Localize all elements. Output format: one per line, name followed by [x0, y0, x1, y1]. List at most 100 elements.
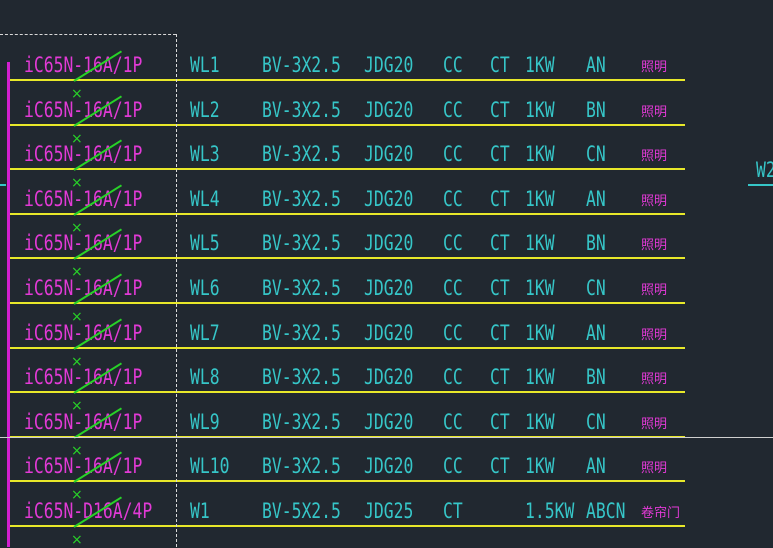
phase-label: CN	[586, 276, 606, 300]
conduit-spec: JDG25	[364, 499, 414, 523]
laying-method-2: CT	[490, 186, 510, 211]
feeder-line	[10, 168, 685, 171]
cable-spec: BV-3X2.5	[262, 97, 341, 122]
laying-method-1: CC	[443, 231, 463, 256]
phase-label: AN	[586, 186, 606, 211]
breaker-trip-x-icon: ×	[71, 175, 83, 192]
circuit-id: WL6	[190, 276, 220, 300]
cable-spec: BV-3X2.5	[262, 454, 341, 479]
laying-method-2: CT	[490, 97, 510, 122]
laying-method-1: CC	[443, 53, 463, 77]
phase-label: AN	[586, 454, 606, 479]
circuit-id: WL5	[190, 231, 220, 256]
cable-spec: BV-3X2.5	[262, 276, 341, 300]
cable-spec: BV-5X2.5	[262, 499, 341, 523]
feeder-line	[10, 123, 685, 126]
phase-label: ABCN	[586, 499, 626, 523]
laying-method-1: CC	[443, 97, 463, 122]
circuit-id: WL8	[190, 365, 220, 390]
power-rating: 1KW	[525, 53, 555, 77]
circuit-id: WL1	[190, 53, 220, 77]
feeder-line	[10, 257, 685, 260]
laying-method-1: CC	[443, 186, 463, 211]
main-bus	[7, 62, 10, 547]
phase-label: CN	[586, 142, 606, 167]
load-label: 照明	[641, 416, 668, 432]
panel-border-top	[0, 34, 176, 35]
cable-spec: BV-3X2.5	[262, 231, 341, 256]
conduit-spec: JDG20	[364, 320, 414, 345]
conduit-spec: JDG20	[364, 53, 414, 77]
power-rating: 1KW	[525, 320, 555, 345]
laying-method-2: CT	[490, 409, 510, 434]
breaker-trip-x-icon: ×	[71, 86, 83, 102]
laying-method-2: CT	[490, 142, 510, 167]
load-label: 照明	[641, 461, 668, 477]
phase-label: CN	[586, 409, 606, 434]
power-rating: 1KW	[525, 365, 555, 390]
laying-method-1: CC	[443, 409, 463, 434]
breaker-trip-x-icon: ×	[71, 442, 83, 459]
circuit-id: W1	[190, 499, 210, 523]
conduit-spec: JDG20	[364, 454, 414, 479]
laying-method-2: CT	[490, 231, 510, 256]
circuit-id: WL10	[190, 454, 230, 479]
feeder-line	[10, 480, 685, 483]
crosshair-left-stub	[0, 184, 6, 186]
conduit-spec: JDG20	[364, 276, 414, 300]
feeder-line	[10, 346, 685, 349]
conduit-spec: JDG20	[364, 186, 414, 211]
feeder-line	[10, 212, 685, 215]
conduit-spec: JDG20	[364, 97, 414, 122]
load-label: 照明	[641, 60, 668, 75]
phase-label: AN	[586, 53, 606, 77]
breaker-trip-x-icon: ×	[71, 353, 83, 370]
conduit-spec: JDG20	[364, 142, 414, 167]
breaker-trip-x-icon: ×	[71, 398, 83, 415]
power-rating: 1KW	[525, 454, 555, 479]
breaker-trip-x-icon: ×	[71, 264, 83, 281]
load-label: 照明	[641, 327, 668, 343]
laying-method-2: CT	[490, 454, 510, 479]
feeder-line	[10, 79, 685, 81]
laying-method-2: CT	[490, 276, 510, 300]
breaker-trip-x-icon: ×	[71, 532, 83, 548]
cable-spec: BV-3X2.5	[262, 365, 341, 390]
load-label: 照明	[641, 104, 668, 120]
conduit-spec: JDG20	[364, 231, 414, 256]
laying-method-1: CT	[443, 499, 463, 523]
laying-method-1: CC	[443, 142, 463, 167]
right-line	[748, 184, 773, 186]
feeder-line	[10, 435, 685, 438]
breaker-trip-x-icon: ×	[71, 219, 83, 236]
laying-method-2: CT	[490, 53, 510, 77]
power-rating: 1KW	[525, 276, 555, 300]
circuit-id: WL4	[190, 186, 220, 211]
cable-spec: BV-3X2.5	[262, 409, 341, 434]
conduit-spec: JDG20	[364, 365, 414, 390]
conduit-spec: JDG20	[364, 409, 414, 434]
phase-label: BN	[586, 97, 606, 122]
crosshair-horizontal	[0, 437, 773, 438]
breaker-trip-x-icon: ×	[71, 130, 83, 147]
load-label: 照明	[641, 149, 668, 165]
cable-spec: BV-3X2.5	[262, 186, 341, 211]
load-label: 照明	[641, 238, 668, 254]
power-rating: 1KW	[525, 186, 555, 211]
circuit-id: WL3	[190, 142, 220, 167]
laying-method-1: CC	[443, 365, 463, 390]
power-rating: 1KW	[525, 409, 555, 434]
feeder-line	[10, 391, 685, 394]
laying-method-1: CC	[443, 320, 463, 345]
panel-border-right	[176, 34, 177, 547]
cable-spec: BV-3X2.5	[262, 320, 341, 345]
load-label: 卷帘门	[641, 506, 681, 521]
laying-method-1: CC	[443, 454, 463, 479]
breaker-trip-x-icon: ×	[71, 487, 83, 504]
cable-spec: BV-3X2.5	[262, 53, 341, 77]
power-rating: 1.5KW	[525, 499, 575, 523]
laying-method-2: CT	[490, 320, 510, 345]
load-label: 照明	[641, 372, 668, 388]
feeder-line	[10, 525, 685, 527]
